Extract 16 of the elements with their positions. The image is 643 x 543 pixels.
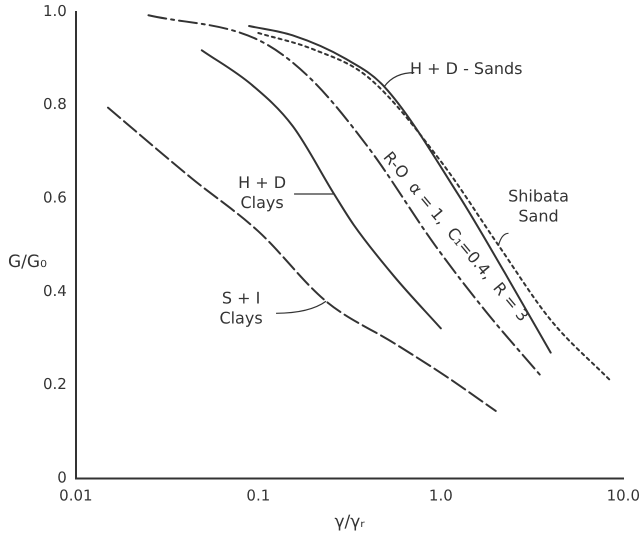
y-axis-title: G/G₀	[8, 252, 47, 272]
x-tick-label: 1.0	[428, 486, 453, 504]
x-axis-title: γ/γᵣ	[334, 512, 366, 532]
y-tick-label: 0.6	[42, 188, 67, 207]
annotation: H + D - Sands	[410, 58, 523, 78]
y-tick-label: 1.0	[42, 2, 67, 20]
y-tick-label: 0.2	[42, 375, 67, 394]
y-tick-label: 0.8	[42, 95, 67, 114]
annotation: H + D Clays	[238, 173, 286, 212]
x-tick-label: 0.1	[246, 486, 270, 504]
y-tick-label: 0.4	[42, 282, 67, 300]
x-tick-label: 0.01	[59, 486, 93, 504]
annotation: S + I Clays	[219, 288, 263, 328]
y-tick-label: 0	[57, 468, 67, 486]
annotation: Shibata Sand	[508, 186, 569, 226]
x-tick-label: 10.0	[606, 486, 640, 504]
